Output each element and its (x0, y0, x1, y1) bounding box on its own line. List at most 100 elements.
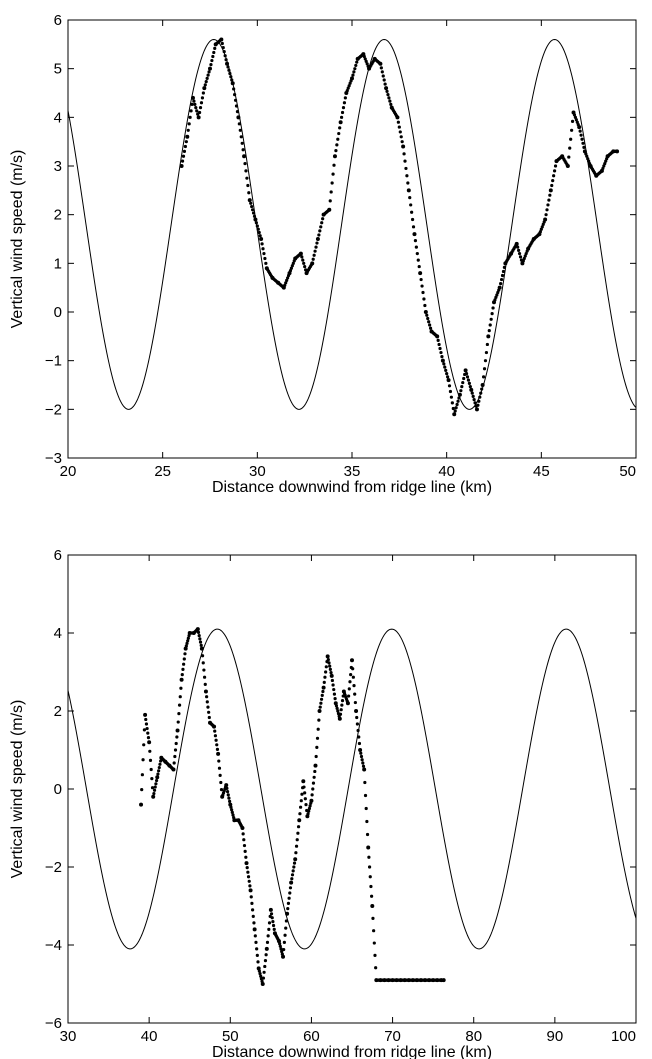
data-point (230, 808, 234, 812)
data-point (267, 927, 271, 932)
data-point (199, 101, 204, 105)
data-point (586, 157, 590, 161)
data-point (570, 119, 575, 123)
data-point (337, 131, 341, 136)
data-point (279, 947, 283, 951)
data-point (227, 68, 231, 72)
data-point (494, 295, 498, 299)
data-point (224, 783, 229, 788)
data-point (302, 261, 306, 265)
data-point (313, 763, 318, 768)
data-point (261, 247, 265, 251)
data-point (499, 277, 504, 282)
data-point (215, 747, 220, 751)
data-point (517, 248, 521, 252)
data-point (217, 759, 221, 763)
data-point (387, 96, 391, 100)
y-tick-label: 4 (54, 625, 62, 642)
data-point (185, 641, 189, 646)
x-tick-label: 80 (465, 1028, 482, 1045)
data-point (146, 736, 151, 740)
data-point (173, 754, 177, 759)
data-point (417, 264, 421, 269)
data-point (518, 255, 523, 259)
data-point (276, 939, 281, 944)
data-point (179, 686, 183, 690)
data-point (317, 709, 322, 713)
data-point (462, 376, 466, 381)
data-point (314, 754, 318, 759)
data-point (300, 792, 304, 796)
data-point (582, 145, 586, 149)
x-tick-label: 20 (60, 463, 77, 480)
data-point (181, 667, 185, 672)
data-point (553, 164, 558, 168)
data-point (220, 41, 224, 46)
data-point (298, 812, 302, 816)
data-point (435, 334, 440, 339)
x-tick-label: 30 (249, 463, 266, 480)
data-point (574, 118, 578, 122)
data-point (490, 312, 494, 316)
data-point (219, 37, 224, 42)
x-tick-label: 60 (303, 1028, 320, 1045)
data-point (396, 120, 400, 124)
data-point (427, 320, 431, 324)
data-point (194, 106, 198, 110)
data-point (154, 782, 158, 786)
data-point (241, 148, 245, 152)
data-point (352, 70, 356, 74)
data-point (192, 99, 196, 103)
data-point (317, 718, 321, 722)
data-point (257, 230, 261, 235)
data-point (225, 61, 230, 66)
data-point (310, 261, 315, 266)
data-point (459, 389, 463, 393)
data-point (385, 89, 389, 93)
data-point (469, 387, 474, 392)
data-point (460, 385, 464, 389)
data-point (193, 102, 197, 106)
data-point (336, 709, 340, 713)
data-point (236, 115, 241, 120)
data-point (250, 204, 254, 209)
data-point (341, 106, 346, 110)
data-point (372, 941, 376, 945)
data-point (541, 222, 545, 226)
data-point (200, 96, 205, 100)
data-point (237, 122, 241, 126)
data-point (206, 705, 210, 709)
data-point (142, 728, 147, 732)
y-tick-label: 0 (54, 781, 62, 798)
data-point (413, 239, 418, 243)
data-point (207, 70, 211, 74)
data-point (179, 164, 184, 168)
data-point (411, 225, 416, 229)
data-point (287, 896, 291, 900)
data-point (552, 174, 556, 178)
data-point (321, 217, 325, 221)
data-point (474, 407, 479, 412)
data-point (360, 758, 364, 762)
data-point (280, 949, 284, 954)
data-point (364, 806, 368, 811)
data-point (240, 826, 245, 830)
data-point (491, 306, 495, 310)
data-point (230, 81, 235, 86)
data-point (291, 261, 295, 265)
data-point (248, 888, 253, 893)
data-point (339, 708, 343, 712)
data-point (288, 269, 293, 273)
data-point (420, 284, 424, 288)
data-point (332, 154, 337, 159)
data-point (199, 646, 204, 651)
data-point (327, 661, 331, 665)
data-point (426, 316, 430, 321)
data-point (326, 658, 330, 662)
data-point (264, 261, 268, 265)
data-point (552, 169, 557, 173)
data-point (242, 154, 247, 159)
data-point (402, 152, 406, 156)
data-point (157, 769, 161, 773)
data-point (150, 777, 154, 781)
